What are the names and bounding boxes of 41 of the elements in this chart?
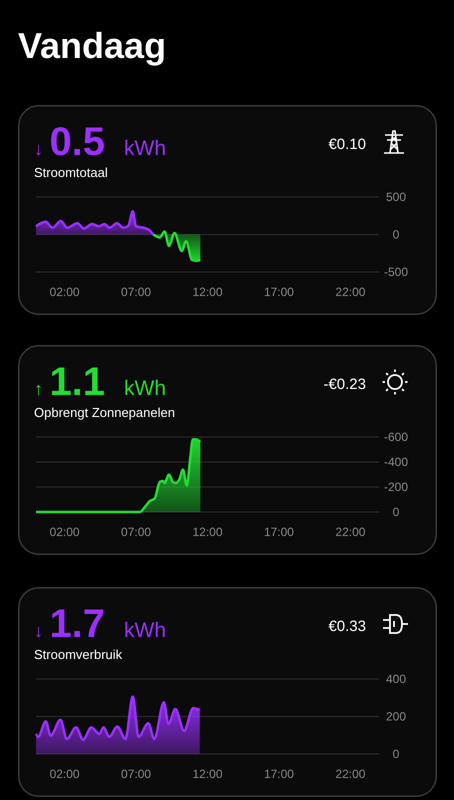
- y-tick-label: 0: [392, 228, 400, 242]
- x-tick-label: 02:00: [50, 525, 80, 539]
- text: €0.10: [328, 136, 366, 153]
- x-tick-label: 12:00: [192, 767, 223, 781]
- x-tick-label: 07:00: [121, 767, 152, 781]
- chart-title: Stroomverbruik: [34, 647, 123, 662]
- x-tick-label: 22:00: [335, 767, 366, 781]
- x-tick-label: 17:00: [264, 525, 294, 539]
- x-tick-label: 17:00: [264, 767, 294, 781]
- y-tick-label: 400: [386, 672, 406, 686]
- x-tick-label: 02:00: [50, 285, 80, 299]
- text: ↓: [34, 621, 43, 641]
- text: kWh: [124, 137, 166, 160]
- x-tick-label: 22:00: [335, 525, 366, 539]
- y-tick-label: -500: [384, 265, 408, 280]
- text: €0.33: [328, 618, 366, 635]
- y-tick-label: 500: [386, 190, 406, 204]
- text: kWh: [124, 377, 166, 400]
- x-tick-label: 02:00: [50, 767, 80, 781]
- y-tick-label: 0: [392, 747, 400, 762]
- y-tick-label: -400: [384, 455, 408, 470]
- x-tick-label: 12:00: [192, 285, 223, 299]
- text: ↓: [34, 139, 43, 159]
- chart-title: Opbrengt Zonnepanelen: [34, 405, 175, 420]
- y-tick-label: 0: [392, 505, 400, 520]
- chart-title: Stroomtotaal: [34, 165, 108, 180]
- x-tick-label: 07:00: [121, 285, 152, 299]
- y-tick-label: -200: [384, 480, 408, 494]
- text: 1.1: [49, 360, 106, 404]
- text: kWh: [124, 619, 166, 642]
- text: -€0.23: [323, 376, 366, 393]
- x-tick-label: 07:00: [121, 525, 152, 539]
- text: Vandaag: [18, 25, 166, 66]
- x-tick-label: 22:00: [335, 285, 366, 299]
- x-tick-label: 12:00: [192, 525, 223, 539]
- y-tick-label: 200: [386, 710, 406, 724]
- x-tick-label: 17:00: [264, 285, 294, 299]
- text: ↑: [34, 379, 43, 399]
- text: 0.5: [49, 120, 106, 164]
- text: 1.7: [49, 602, 106, 646]
- y-tick-label: -600: [384, 430, 408, 444]
